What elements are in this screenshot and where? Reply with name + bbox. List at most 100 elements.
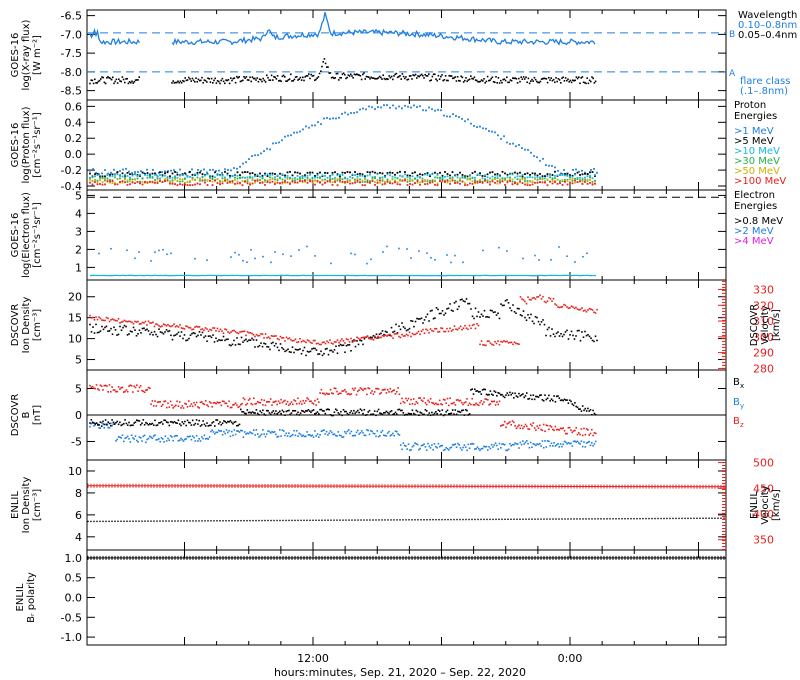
- data-point: [301, 435, 303, 437]
- data-point: [308, 340, 310, 342]
- data-point: [116, 183, 119, 186]
- data-point: [126, 334, 129, 336]
- data-point: [576, 406, 579, 409]
- data-point: [291, 179, 294, 182]
- data-point: [159, 400, 161, 403]
- data-point: [327, 353, 330, 356]
- data-point: [426, 172, 429, 174]
- data-point: [542, 295, 544, 298]
- data-point: [221, 77, 224, 80]
- data-point: [282, 411, 285, 413]
- data-point: [485, 316, 487, 318]
- data-point: [493, 400, 496, 403]
- data-point: [164, 323, 166, 326]
- data-point: [104, 179, 106, 182]
- data-point: [176, 180, 179, 183]
- data-point: [303, 346, 306, 349]
- data-point: [181, 183, 184, 186]
- data-point: [389, 334, 391, 337]
- data-point: [324, 348, 327, 350]
- data-point: [266, 179, 269, 182]
- data-point: [576, 440, 579, 443]
- data-point: [417, 330, 420, 333]
- data-point: [329, 179, 331, 182]
- data-point: [246, 519, 248, 522]
- data-point: [678, 517, 680, 520]
- data-point: [526, 172, 529, 175]
- data-point: [273, 401, 276, 403]
- data-point: [544, 440, 546, 442]
- data-point: [363, 434, 366, 437]
- data-point: [117, 333, 120, 336]
- data-point: [380, 391, 382, 394]
- data-point: [362, 389, 364, 392]
- data-point: [485, 80, 488, 83]
- data-point: [470, 122, 472, 125]
- data-point: [576, 171, 579, 174]
- data-point: [167, 437, 169, 440]
- data-point: [511, 392, 514, 394]
- data-point: [486, 180, 489, 183]
- data-point: [568, 80, 570, 83]
- data-point: [573, 307, 576, 310]
- data-point: [472, 78, 474, 80]
- data-point: [293, 429, 295, 432]
- data-point: [116, 171, 119, 173]
- data-point: [204, 178, 206, 181]
- data-point: [131, 178, 134, 181]
- data-point: [251, 403, 254, 406]
- data-point: [311, 342, 313, 344]
- data-point: [548, 164, 550, 167]
- data-point: [371, 178, 374, 181]
- data-point: [405, 445, 407, 447]
- data-point: [518, 343, 520, 345]
- data-point: [411, 445, 414, 448]
- data-point: [212, 82, 214, 84]
- data-point: [545, 301, 547, 304]
- data-point: [401, 409, 403, 412]
- data-point: [349, 182, 351, 185]
- data-point: [516, 443, 519, 445]
- data-point: [166, 171, 169, 174]
- right-axis-label: DSCOVR: [749, 304, 760, 347]
- data-point: [266, 401, 268, 403]
- data-point: [402, 326, 405, 328]
- data-point: [316, 181, 319, 183]
- data-point: [474, 448, 476, 450]
- data-point: [379, 176, 381, 179]
- data-point: [191, 435, 194, 437]
- data-point: [233, 339, 235, 342]
- data-point: [171, 520, 173, 522]
- data-point: [334, 77, 336, 79]
- data-point: [374, 183, 376, 186]
- data-point: [236, 174, 239, 177]
- data-point: [182, 79, 184, 82]
- data-point: [568, 442, 571, 445]
- data-point: [319, 408, 321, 411]
- data-point: [425, 449, 428, 451]
- data-point: [551, 177, 554, 180]
- data-point: [177, 419, 180, 422]
- data-point: [344, 73, 346, 76]
- data-point: [516, 82, 519, 84]
- data-point: [215, 402, 217, 405]
- data-point: [522, 76, 525, 78]
- data-point: [549, 400, 551, 402]
- data-point: [287, 134, 289, 137]
- right-y-tick-label: 300: [753, 331, 774, 344]
- data-point: [580, 428, 583, 430]
- data-point: [124, 437, 126, 440]
- data-point: [316, 411, 319, 413]
- data-point: [140, 323, 142, 325]
- data-point: [233, 329, 235, 332]
- data-point: [406, 78, 408, 81]
- data-point: [276, 403, 278, 406]
- data-point: [302, 128, 304, 131]
- data-point: [134, 178, 136, 181]
- data-point: [596, 308, 598, 311]
- data-point: [227, 331, 229, 333]
- data-point: [97, 80, 100, 83]
- data-point: [329, 178, 331, 180]
- data-point: [416, 106, 418, 108]
- data-point: [288, 404, 290, 406]
